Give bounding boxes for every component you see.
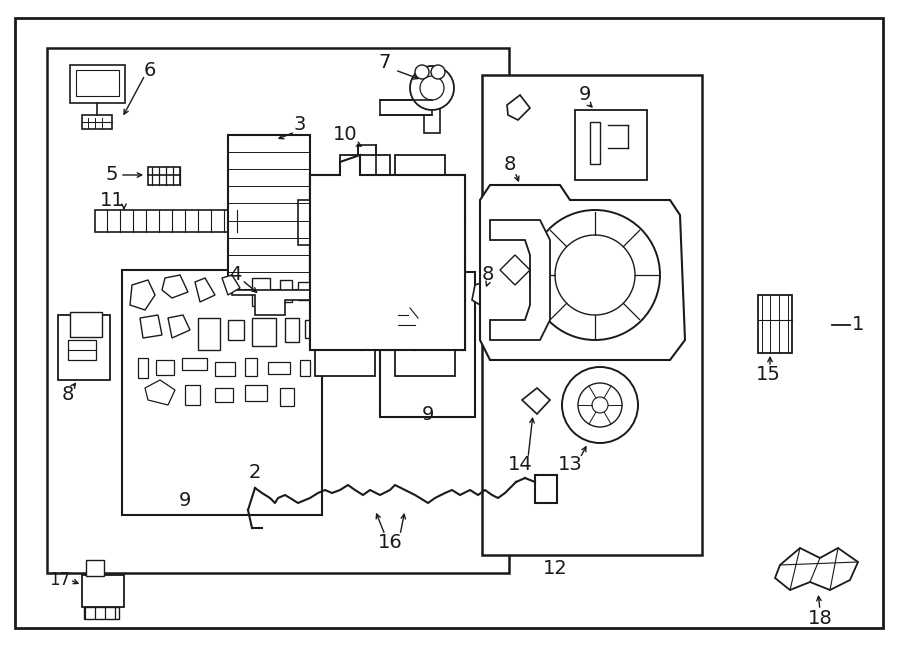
Bar [156,360,174,375]
Bar [280,280,292,302]
Bar [215,362,235,376]
Bar [198,318,220,350]
Bar [70,65,125,103]
Bar [68,340,96,360]
Polygon shape [130,280,155,310]
Bar [424,88,440,133]
Polygon shape [222,275,240,295]
Bar [315,348,375,376]
Text: 5: 5 [106,165,118,184]
Bar [285,318,299,342]
Bar [58,315,110,380]
Bar [252,278,270,306]
Bar [138,358,148,378]
Bar [252,318,276,346]
Bar [86,560,104,576]
Bar [380,100,432,115]
Text: 17: 17 [50,571,70,589]
Text: 1: 1 [851,315,864,334]
Polygon shape [310,155,465,350]
Text: 8: 8 [482,266,494,284]
Polygon shape [162,275,188,298]
Circle shape [555,235,635,315]
Bar [305,320,315,338]
Text: 12: 12 [543,559,567,578]
Text: 7: 7 [379,52,392,71]
Bar [310,175,465,350]
Text: 9: 9 [579,85,591,104]
Bar [395,155,445,177]
Bar [185,385,200,405]
Polygon shape [500,255,530,285]
Circle shape [431,65,445,79]
Bar [535,475,557,503]
Polygon shape [168,315,190,338]
Polygon shape [232,290,310,315]
Polygon shape [140,315,162,338]
Polygon shape [195,278,215,302]
Bar [95,210,250,232]
Bar [358,145,376,213]
Bar [228,135,310,290]
Text: 15: 15 [756,366,780,385]
Bar [122,270,322,515]
Bar [268,362,290,374]
Text: 2: 2 [248,463,261,481]
Bar [280,388,294,406]
Bar [245,358,257,376]
Bar [393,305,421,345]
Circle shape [415,65,429,79]
Circle shape [420,76,444,100]
Circle shape [578,383,622,427]
Circle shape [592,397,608,413]
Text: 8: 8 [62,385,74,405]
Bar [590,122,600,164]
Bar [47,48,509,573]
Circle shape [530,210,660,340]
Polygon shape [472,280,495,308]
Text: 18: 18 [807,609,833,627]
Text: 3: 3 [293,116,306,134]
Text: 4: 4 [229,266,241,284]
Bar [84,607,119,619]
Bar [758,295,792,353]
Bar [380,272,475,417]
Bar [82,575,124,607]
Text: 10: 10 [333,126,357,145]
Polygon shape [507,95,530,120]
Text: 11: 11 [100,190,124,210]
Bar [340,155,390,177]
Text: 8: 8 [504,155,517,175]
Bar [215,388,233,402]
Polygon shape [145,380,175,405]
Bar [148,167,180,185]
Text: 16: 16 [378,533,402,551]
Text: 9: 9 [422,405,434,424]
Bar [182,358,207,370]
Bar [228,320,244,340]
Circle shape [410,66,454,110]
Bar [245,385,267,401]
Polygon shape [522,388,550,414]
Bar [575,110,647,180]
Text: 9: 9 [179,490,191,510]
Bar [395,348,455,376]
Bar [298,200,312,245]
Bar [300,360,310,376]
Text: 13: 13 [558,455,582,475]
Bar [298,282,312,300]
Bar [482,75,702,555]
Polygon shape [490,220,550,340]
Polygon shape [480,185,685,360]
Bar [70,312,102,337]
Polygon shape [775,548,858,590]
Text: 14: 14 [508,455,533,475]
Circle shape [562,367,638,443]
Bar [82,115,112,129]
Text: 6: 6 [144,61,157,79]
Bar [76,70,119,96]
